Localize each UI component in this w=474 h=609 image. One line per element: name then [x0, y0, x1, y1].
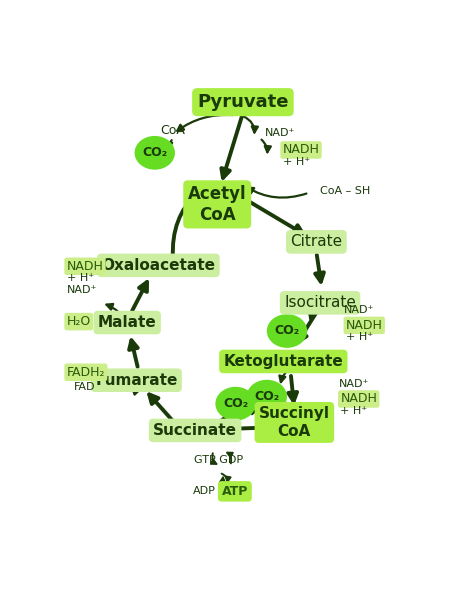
Text: + H⁺: + H⁺ [340, 406, 367, 416]
Text: NADH: NADH [346, 319, 383, 332]
Text: H₂O: H₂O [66, 315, 91, 328]
Text: CO₂: CO₂ [142, 146, 167, 160]
Text: Isocitrate: Isocitrate [284, 295, 356, 311]
Text: Succinyl
CoA: Succinyl CoA [259, 406, 330, 438]
Text: NAD⁺: NAD⁺ [338, 379, 369, 389]
Text: + H⁺: + H⁺ [283, 157, 310, 167]
Text: Ketoglutarate: Ketoglutarate [223, 354, 343, 369]
Text: + H⁺: + H⁺ [66, 273, 94, 283]
Text: CO₂: CO₂ [274, 325, 300, 337]
Text: Oxaloacetate: Oxaloacetate [101, 258, 216, 273]
Text: + H⁺: + H⁺ [346, 332, 373, 342]
Text: NADH: NADH [283, 144, 319, 157]
Text: CoA: CoA [161, 124, 185, 137]
Text: GTP GDP: GTP GDP [194, 455, 244, 465]
Ellipse shape [246, 380, 287, 414]
Text: Pyruvate: Pyruvate [197, 93, 289, 111]
Text: NAD⁺: NAD⁺ [344, 305, 374, 315]
Ellipse shape [215, 387, 256, 421]
Ellipse shape [135, 136, 175, 170]
Text: ADP: ADP [193, 487, 216, 496]
Text: Acetyl
CoA: Acetyl CoA [188, 185, 246, 224]
Text: FAD: FAD [74, 382, 95, 392]
Text: ATP: ATP [222, 485, 248, 498]
Text: NAD⁺: NAD⁺ [66, 285, 97, 295]
Text: CO₂: CO₂ [254, 390, 279, 403]
Text: Fumarate: Fumarate [95, 373, 178, 388]
Text: FADH₂: FADH₂ [66, 366, 105, 379]
Text: NADH: NADH [66, 260, 103, 273]
Text: Succinate: Succinate [153, 423, 237, 438]
Text: Malate: Malate [98, 315, 156, 330]
Text: CO₂: CO₂ [223, 397, 248, 410]
Text: CoA – SH: CoA – SH [320, 186, 370, 196]
Text: NADH: NADH [340, 392, 377, 406]
Text: Citrate: Citrate [291, 234, 342, 250]
Text: NAD⁺: NAD⁺ [265, 128, 295, 138]
Ellipse shape [267, 314, 307, 348]
